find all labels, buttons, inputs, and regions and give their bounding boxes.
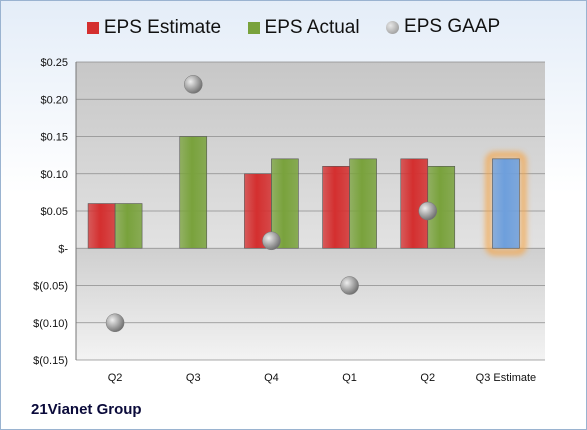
legend-swatch-eps-gaap xyxy=(386,20,400,34)
bar-eps-actual xyxy=(349,158,377,249)
x-tick-label: Q3 xyxy=(186,372,201,384)
q3-estimate-highlight xyxy=(485,151,527,256)
y-tick-label: $0.05 xyxy=(40,206,68,218)
bar-q3-estimate xyxy=(492,158,520,249)
x-tick-label: Q3 Estimate xyxy=(476,372,537,384)
legend-swatch-eps-estimate xyxy=(86,21,99,34)
legend-item-eps-actual: EPS Actual xyxy=(247,16,360,39)
y-tick-label: $(0.05) xyxy=(33,281,68,293)
legend-label-eps-actual: EPS Actual xyxy=(264,16,360,38)
company-name: 21Vianet Group xyxy=(31,401,142,418)
point-eps-gaap xyxy=(340,276,359,295)
bar-eps-estimate xyxy=(322,166,350,249)
y-tick-label: $0.20 xyxy=(40,94,68,106)
y-tick-label: $0.15 xyxy=(40,132,68,144)
x-tick-label: Q4 xyxy=(264,372,279,384)
bar-eps-estimate xyxy=(87,203,116,249)
y-tick-label: $0.25 xyxy=(40,57,68,69)
bar-eps-actual xyxy=(179,136,208,249)
plot-area-negative xyxy=(76,248,545,360)
x-tick-label: Q2 xyxy=(108,372,123,384)
point-eps-gaap xyxy=(262,231,281,251)
legend-item-eps-gaap: EPS GAAP xyxy=(386,16,500,38)
bar-eps-actual xyxy=(114,203,143,249)
plot-area-positive xyxy=(76,62,545,249)
y-tick-label: $0.10 xyxy=(40,169,68,181)
point-eps-gaap xyxy=(105,313,125,332)
point-eps-gaap xyxy=(184,75,203,94)
x-tick-label: Q1 xyxy=(342,372,357,384)
chart-legend: EPS Estimate EPS Actual EPS GAAP xyxy=(0,16,587,39)
y-tick-label: $(0.15) xyxy=(33,355,68,367)
legend-label-eps-estimate: EPS Estimate xyxy=(103,16,222,38)
legend-label-eps-gaap: EPS GAAP xyxy=(404,16,501,37)
legend-swatch-eps-actual xyxy=(247,21,260,34)
point-eps-gaap xyxy=(418,201,437,221)
y-tick-label: $- xyxy=(58,243,68,255)
y-tick-label: $(0.10) xyxy=(33,318,68,330)
x-tick-label: Q2 xyxy=(420,372,435,384)
legend-item-eps-estimate: EPS Estimate xyxy=(86,16,222,39)
